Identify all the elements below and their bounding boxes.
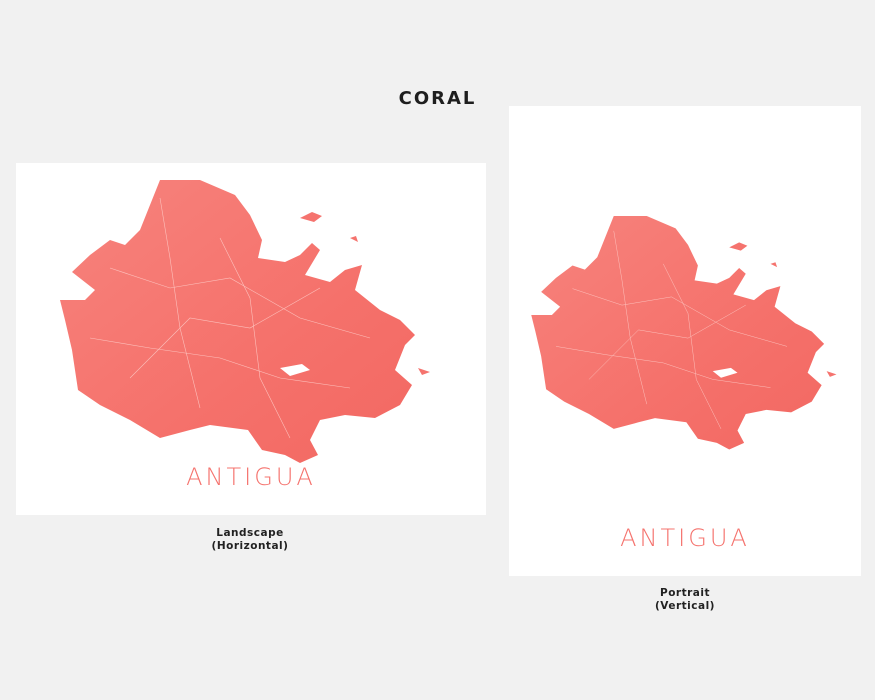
map-label: ANTIGUA bbox=[620, 524, 750, 552]
caption-line: Portrait bbox=[660, 587, 710, 599]
landscape-caption: Landscape (Horizontal) bbox=[150, 527, 350, 553]
portrait-caption: Portrait (Vertical) bbox=[585, 587, 785, 613]
caption-line: (Vertical) bbox=[655, 600, 715, 612]
portrait-print: ANTIGUA bbox=[509, 106, 861, 576]
landscape-print: ANTIGUA bbox=[16, 163, 486, 515]
caption-line: (Horizontal) bbox=[211, 540, 289, 552]
antigua-map-landscape bbox=[59, 179, 431, 464]
map-label: ANTIGUA bbox=[186, 463, 316, 491]
antigua-map-portrait bbox=[531, 215, 837, 450]
color-title: CORAL bbox=[398, 88, 477, 109]
caption-line: Landscape bbox=[216, 527, 284, 539]
